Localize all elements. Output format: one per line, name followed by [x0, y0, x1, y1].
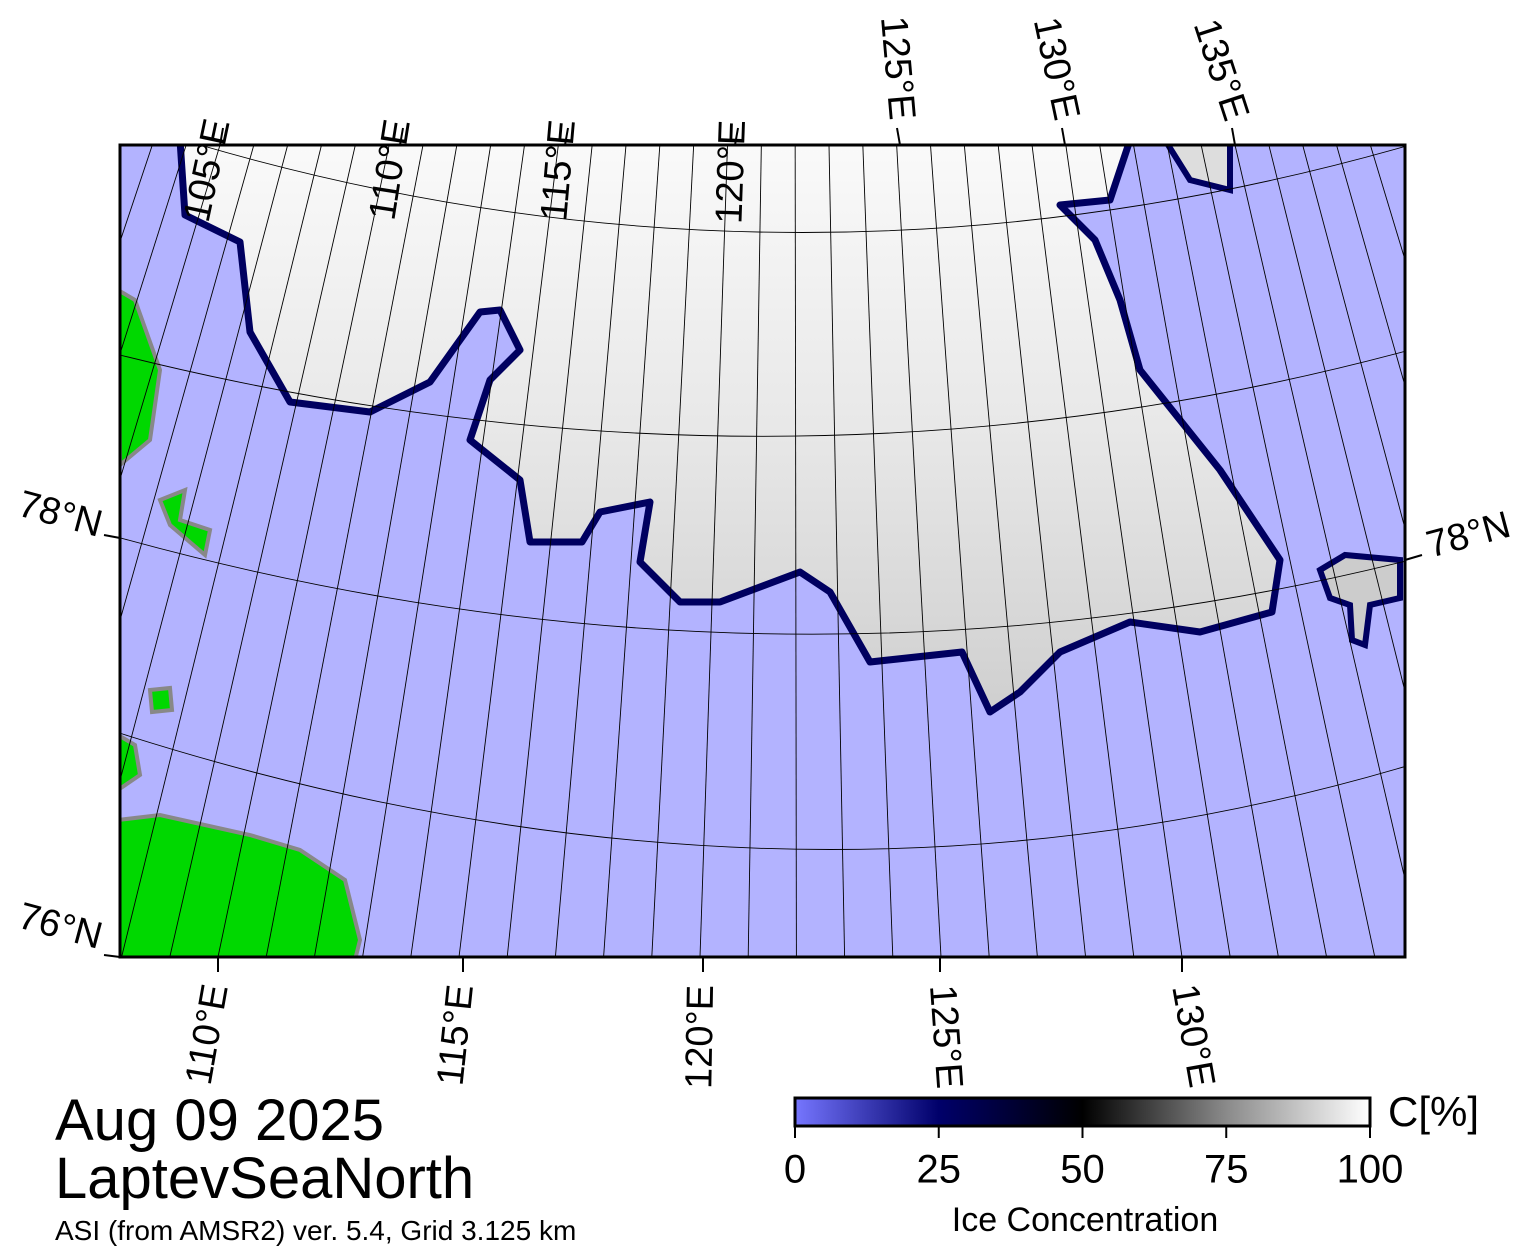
parallel	[120, 537, 1405, 635]
parallel	[120, 732, 1405, 850]
meridian	[169, 145, 356, 957]
meridian	[1065, 145, 1183, 957]
meridian	[121, 145, 322, 957]
meridian	[828, 145, 846, 957]
meridian	[603, 145, 661, 957]
meridian	[862, 145, 894, 957]
region-name: LaptevSeaNorth	[55, 1146, 474, 1211]
parallel	[120, 350, 1405, 437]
tick	[734, 127, 739, 146]
meridian	[1166, 145, 1328, 957]
colorbar-tick-label: 50	[1060, 1148, 1105, 1192]
map-area	[0, 145, 1528, 957]
meridian	[1268, 145, 1405, 694]
tick	[103, 534, 121, 539]
tick	[896, 127, 901, 146]
longitude-label: 115°E	[533, 118, 584, 222]
latitude-label: 78°N	[1422, 504, 1515, 567]
longitude-label: 110°E	[178, 981, 237, 1088]
colorbar	[793, 1096, 1372, 1128]
tick	[1231, 127, 1236, 146]
meridian	[120, 145, 187, 356]
meridian	[794, 145, 797, 957]
sea-ice	[1164, 145, 1233, 194]
meridian	[0, 145, 85, 957]
sea-ice	[1316, 551, 1403, 650]
tick	[399, 127, 404, 146]
meridian	[362, 145, 492, 957]
meridian	[217, 145, 390, 957]
longitude-label: 130°E	[1163, 981, 1222, 1091]
meridian	[1031, 145, 1135, 957]
colorbar-unit: C[%]	[1388, 1088, 1479, 1135]
meridian	[410, 145, 525, 957]
tick	[1061, 127, 1066, 146]
meridian	[1234, 145, 1405, 882]
tick	[564, 127, 569, 146]
tick	[1404, 554, 1423, 561]
meridian	[896, 145, 942, 957]
meridian	[265, 145, 424, 957]
source: ASI (from AMSR2) ver. 5.4, Grid 3.125 km	[55, 1215, 576, 1246]
longitude-label: 125°E	[921, 983, 970, 1090]
parallel	[199, 145, 1405, 233]
meridian	[506, 145, 593, 957]
land	[120, 288, 163, 468]
meridian	[0, 145, 51, 957]
colorbar-title: Ice Concentration	[952, 1201, 1219, 1239]
longitude-label: 125°E	[872, 14, 923, 121]
date: Aug 09 2025	[55, 1088, 384, 1153]
land	[120, 733, 143, 792]
graticule	[0, 145, 1528, 957]
meridian	[1302, 145, 1405, 531]
tick	[103, 954, 121, 958]
map-frame	[118, 143, 1407, 959]
meridian	[313, 145, 458, 957]
meridian	[120, 145, 255, 622]
meridian	[997, 145, 1087, 957]
meridian	[1099, 145, 1231, 957]
meridian	[747, 145, 762, 957]
tick	[219, 127, 224, 146]
colorbar-tick-label: 25	[917, 1148, 962, 1192]
meridian	[0, 145, 17, 957]
meridian	[1200, 145, 1376, 957]
longitude-label: 130°E	[1025, 14, 1088, 124]
meridian	[120, 145, 221, 481]
meridian	[930, 145, 990, 957]
latitude-label: 76°N	[14, 895, 107, 958]
meridian	[963, 145, 1038, 957]
colorbar-tick-label: 75	[1204, 1148, 1249, 1192]
meridian	[120, 145, 289, 783]
longitude-label: 120°E	[678, 985, 722, 1090]
meridian	[1336, 145, 1405, 388]
land	[157, 486, 213, 559]
meridian	[458, 145, 559, 957]
meridian	[0, 145, 119, 957]
land	[147, 685, 175, 715]
meridian	[699, 145, 728, 957]
colorbar-tick-label: 100	[1337, 1148, 1404, 1192]
meridian	[1133, 145, 1279, 957]
latitude-label: 78°N	[14, 483, 107, 546]
meridian	[651, 145, 695, 957]
colorbar-tick-label: 0	[784, 1148, 806, 1192]
land	[120, 812, 363, 957]
longitude-label: 135°E	[1185, 14, 1257, 126]
longitude-label: 120°E	[708, 119, 754, 224]
meridian	[1506, 145, 1528, 957]
longitude-label: 115°E	[430, 983, 482, 1088]
meridian	[554, 145, 627, 957]
